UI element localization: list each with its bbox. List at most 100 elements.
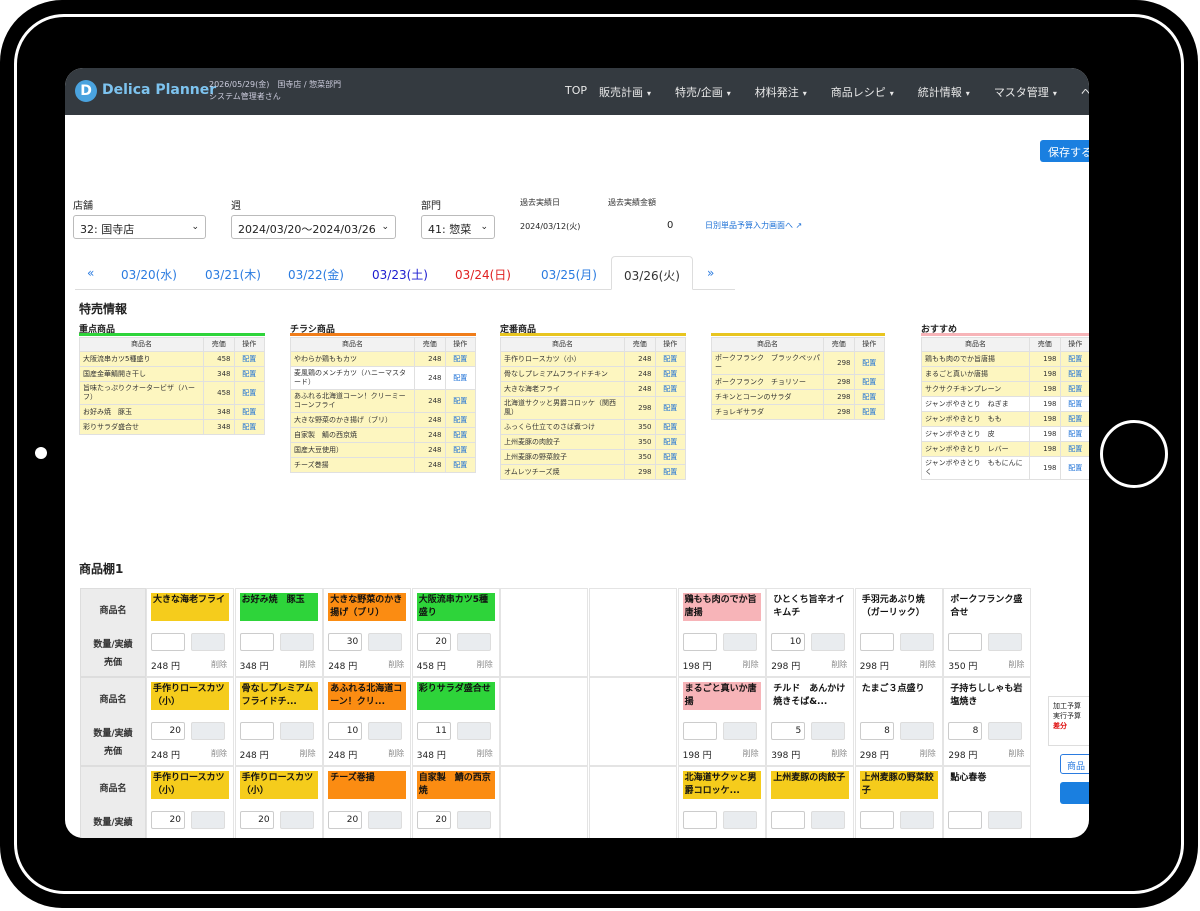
tab-day-7[interactable]: 03/26(火): [611, 256, 693, 290]
menu-item-6[interactable]: マスタ管理 ▾: [994, 84, 1069, 100]
delete-button[interactable]: 削除: [919, 660, 936, 669]
place-link[interactable]: 配置: [654, 396, 686, 420]
tab-day-2[interactable]: 03/21(木): [205, 268, 261, 282]
side-primary-button[interactable]: [1060, 782, 1089, 804]
quantity-input[interactable]: 10: [328, 722, 363, 740]
shelf-cell[interactable]: 上州麦豚の肉餃子: [766, 766, 855, 838]
product-name[interactable]: 彩りサラダ盛合せ: [416, 682, 495, 710]
place-link[interactable]: 配置: [654, 366, 686, 382]
shelf-cell[interactable]: 大阪流串カツ5種盛り 20 458 円 削除: [411, 588, 500, 677]
product-name[interactable]: 子持ちししゃも岩塩焼き: [950, 684, 1023, 707]
quantity-input[interactable]: [682, 811, 717, 829]
place-link[interactable]: 配置: [1059, 366, 1089, 382]
delete-button[interactable]: 削除: [1008, 749, 1025, 758]
product-name[interactable]: 自家製 鯖の西京焼: [416, 771, 495, 799]
quantity-input[interactable]: 30: [328, 633, 363, 651]
product-name[interactable]: チルド あんかけ焼きそば&...: [773, 684, 846, 707]
shelf-cell[interactable]: 手作りロースカツ（小） 20: [146, 766, 234, 838]
shelf-cell[interactable]: 北海道サクッと男爵コロッケ...: [677, 766, 766, 838]
product-name[interactable]: たまご３点盛り: [861, 684, 925, 694]
product-name[interactable]: 大きな野菜のかき揚げ（ブリ）: [328, 593, 407, 621]
quantity-input[interactable]: [682, 722, 717, 740]
shelf-cell[interactable]: 子持ちししゃも岩塩焼き 8 298 円 削除: [943, 677, 1032, 766]
menu-item-1[interactable]: 販売計画 ▾: [599, 84, 663, 100]
budget-link[interactable]: 日別単品予算入力画面へ ↗: [705, 220, 802, 231]
place-link[interactable]: 配置: [233, 404, 265, 420]
store-select[interactable]: 32: 国寺店 ⌄: [73, 215, 206, 239]
shelf-cell[interactable]: 上州麦豚の野菜餃子: [854, 766, 943, 838]
tab-prev[interactable]: «: [87, 266, 95, 280]
shelf-cell[interactable]: 大きな海老フライ 248 円 削除: [146, 588, 234, 677]
place-link[interactable]: 配置: [233, 366, 265, 382]
quantity-input[interactable]: 20: [239, 811, 274, 829]
quantity-input[interactable]: 20: [151, 722, 185, 740]
delete-button[interactable]: 削除: [1008, 660, 1025, 669]
tab-day-6[interactable]: 03/25(月): [541, 268, 597, 282]
product-name[interactable]: 大きな海老フライ: [151, 593, 229, 621]
place-link[interactable]: 配置: [654, 381, 686, 397]
shelf-cell[interactable]: まるごと真いか唐揚 198 円 削除: [677, 677, 766, 766]
place-link[interactable]: 配置: [1059, 396, 1089, 412]
menu-item-0[interactable]: TOP: [565, 84, 587, 100]
menu-item-2[interactable]: 特売/企画 ▾: [675, 84, 743, 100]
place-link[interactable]: 配置: [853, 351, 885, 375]
quantity-input[interactable]: [948, 633, 983, 651]
shelf-cell[interactable]: あふれる北海道コーン！クリ... 10 248 円 削除: [323, 677, 412, 766]
product-name[interactable]: 骨なしプレミアムフライドチ...: [239, 682, 318, 710]
delete-button[interactable]: 削除: [211, 660, 227, 669]
place-link[interactable]: 配置: [444, 457, 476, 473]
delete-button[interactable]: 削除: [388, 749, 405, 758]
shelf-cell[interactable]: 彩りサラダ盛合せ 11 348 円 削除: [411, 677, 500, 766]
shelf-cell[interactable]: 手作りロースカツ（小） 20: [234, 766, 323, 838]
delete-button[interactable]: 削除: [831, 660, 848, 669]
product-name[interactable]: 手作りロースカツ（小）: [151, 682, 229, 710]
shelf-cell[interactable]: 鶏もも肉のでか旨唐揚 198 円 削除: [677, 588, 766, 677]
quantity-input[interactable]: 20: [328, 811, 363, 829]
menu-item-4[interactable]: 商品レシピ ▾: [831, 84, 906, 100]
place-link[interactable]: 配置: [233, 419, 265, 435]
tab-day-4[interactable]: 03/23(土): [372, 268, 428, 282]
place-link[interactable]: 配置: [1059, 426, 1089, 442]
place-link[interactable]: 配置: [444, 427, 476, 443]
product-name[interactable]: ポークフランク盛合せ: [950, 595, 1023, 618]
product-name[interactable]: 上州麦豚の野菜餃子: [859, 771, 938, 799]
quantity-input[interactable]: [771, 811, 806, 829]
quantity-input[interactable]: 20: [416, 633, 451, 651]
shelf-cell[interactable]: 自家製 鯖の西京焼 20: [411, 766, 500, 838]
product-name[interactable]: 上州麦豚の肉餃子: [771, 771, 850, 799]
product-name[interactable]: 大阪流串カツ5種盛り: [416, 593, 495, 621]
place-link[interactable]: 配置: [654, 449, 686, 465]
quantity-input[interactable]: [948, 811, 983, 829]
shelf-cell[interactable]: 大きな野菜のかき揚げ（ブリ） 30 248 円 削除: [323, 588, 412, 677]
place-link[interactable]: 配置: [853, 374, 885, 390]
quantity-input[interactable]: 20: [151, 811, 185, 829]
shelf-cell[interactable]: たまご３点盛り 8 298 円 削除: [854, 677, 943, 766]
delete-button[interactable]: 削除: [919, 749, 936, 758]
menu-item-3[interactable]: 材料発注 ▾: [755, 84, 819, 100]
delete-button[interactable]: 削除: [211, 749, 227, 758]
shelf-cell[interactable]: ポークフランク盛合せ 350 円 削除: [943, 588, 1032, 677]
place-link[interactable]: 配置: [1059, 351, 1089, 367]
tab-day-5[interactable]: 03/24(日): [455, 268, 511, 282]
quantity-input[interactable]: 8: [859, 722, 894, 740]
shelf-cell[interactable]: 手羽元あぶり焼（ガーリック） 298 円 削除: [854, 588, 943, 677]
menu-item-5[interactable]: 統計情報 ▾: [918, 84, 982, 100]
product-name[interactable]: ひとくち旨辛オイキムチ: [773, 595, 845, 618]
tab-next[interactable]: »: [707, 266, 715, 280]
quantity-input[interactable]: [239, 722, 274, 740]
place-link[interactable]: 配置: [444, 366, 476, 390]
delete-button[interactable]: 削除: [476, 660, 493, 669]
delete-button[interactable]: 削除: [742, 660, 759, 669]
place-link[interactable]: 配置: [233, 381, 265, 405]
product-name[interactable]: 手羽元あぶり焼（ガーリック）: [861, 595, 925, 618]
product-name[interactable]: まるごと真いか唐揚: [682, 682, 761, 710]
place-link[interactable]: 配置: [853, 404, 885, 420]
place-link[interactable]: 配置: [444, 412, 476, 428]
product-name[interactable]: お好み焼 豚玉: [239, 593, 318, 621]
quantity-input[interactable]: 5: [771, 722, 806, 740]
product-name[interactable]: 手作りロースカツ（小）: [151, 771, 229, 799]
quantity-input[interactable]: 11: [416, 722, 451, 740]
quantity-input[interactable]: 10: [771, 633, 806, 651]
delete-button[interactable]: 削除: [388, 660, 405, 669]
menu-item-7[interactable]: ヘルプ: [1081, 84, 1089, 100]
